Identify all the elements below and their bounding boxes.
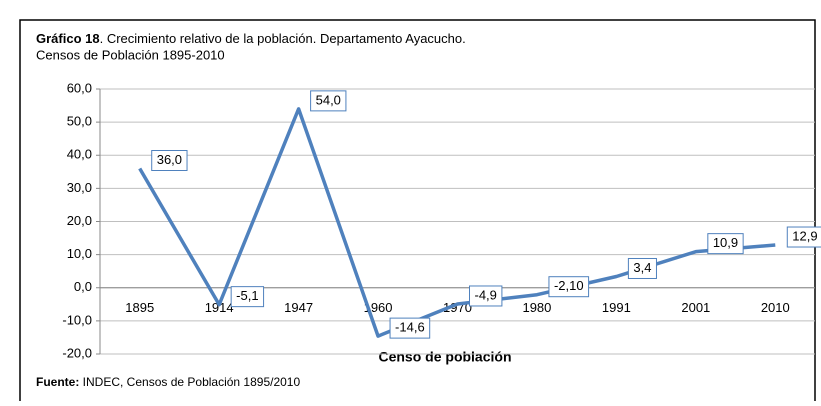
title-text: . Crecimiento relativo de la población. … <box>100 31 466 46</box>
chart-subtitle: Censos de Población 1895-2010 <box>36 47 225 62</box>
y-tick-label: -20,0 <box>62 345 92 360</box>
x-tick-label: 1991 <box>602 300 631 315</box>
data-label-box <box>548 276 590 298</box>
source: Fuente: INDEC, Censos de Población 1895/… <box>36 375 300 389</box>
data-label: -2,10 <box>554 278 584 293</box>
data-label-box <box>786 226 821 248</box>
data-label-box <box>627 257 657 279</box>
data-label-box <box>389 317 431 339</box>
data-label-box <box>707 233 744 255</box>
data-label: -14,6 <box>395 320 425 335</box>
data-label: 54,0 <box>316 92 341 107</box>
y-tick-label: 50,0 <box>67 114 92 129</box>
y-tick-label: 30,0 <box>67 180 92 195</box>
data-label-box <box>310 90 347 112</box>
x-tick-label: 2010 <box>761 300 790 315</box>
x-tick-label: 1947 <box>284 300 313 315</box>
x-tick-label: 1980 <box>522 300 551 315</box>
x-tick-label: 1914 <box>205 300 234 315</box>
line <box>138 107 776 338</box>
source-text: INDEC, Censos de Población 1895/2010 <box>79 375 300 389</box>
x-tick-label: 1895 <box>125 300 154 315</box>
data-label: 12,9 <box>792 228 817 243</box>
x-tick-label: 2001 <box>681 300 710 315</box>
data-label: -5,1 <box>236 288 258 303</box>
y-tick-label: -10,0 <box>62 312 92 327</box>
source-bold: Fuente: <box>36 375 79 389</box>
x-axis-title: Censo de población <box>378 349 511 365</box>
data-label-box <box>469 285 503 307</box>
chart-title: Gráfico 18. Crecimiento relativo de la p… <box>36 31 466 46</box>
data-label: -4,9 <box>475 287 497 302</box>
y-tick-label: 40,0 <box>67 147 92 162</box>
y-tick-label: 10,0 <box>67 246 92 261</box>
data-label: 3,4 <box>633 260 651 275</box>
title-bold: Gráfico 18 <box>36 31 100 46</box>
y-tick-label: 0,0 <box>74 279 92 294</box>
data-label: 36,0 <box>157 152 182 167</box>
y-tick-label: 20,0 <box>67 213 92 228</box>
data-label-box <box>151 150 188 171</box>
data-label-box <box>230 286 265 308</box>
data-label: 10,9 <box>713 235 738 250</box>
frame <box>19 19 816 401</box>
y-tick-label: 60,0 <box>67 80 92 95</box>
